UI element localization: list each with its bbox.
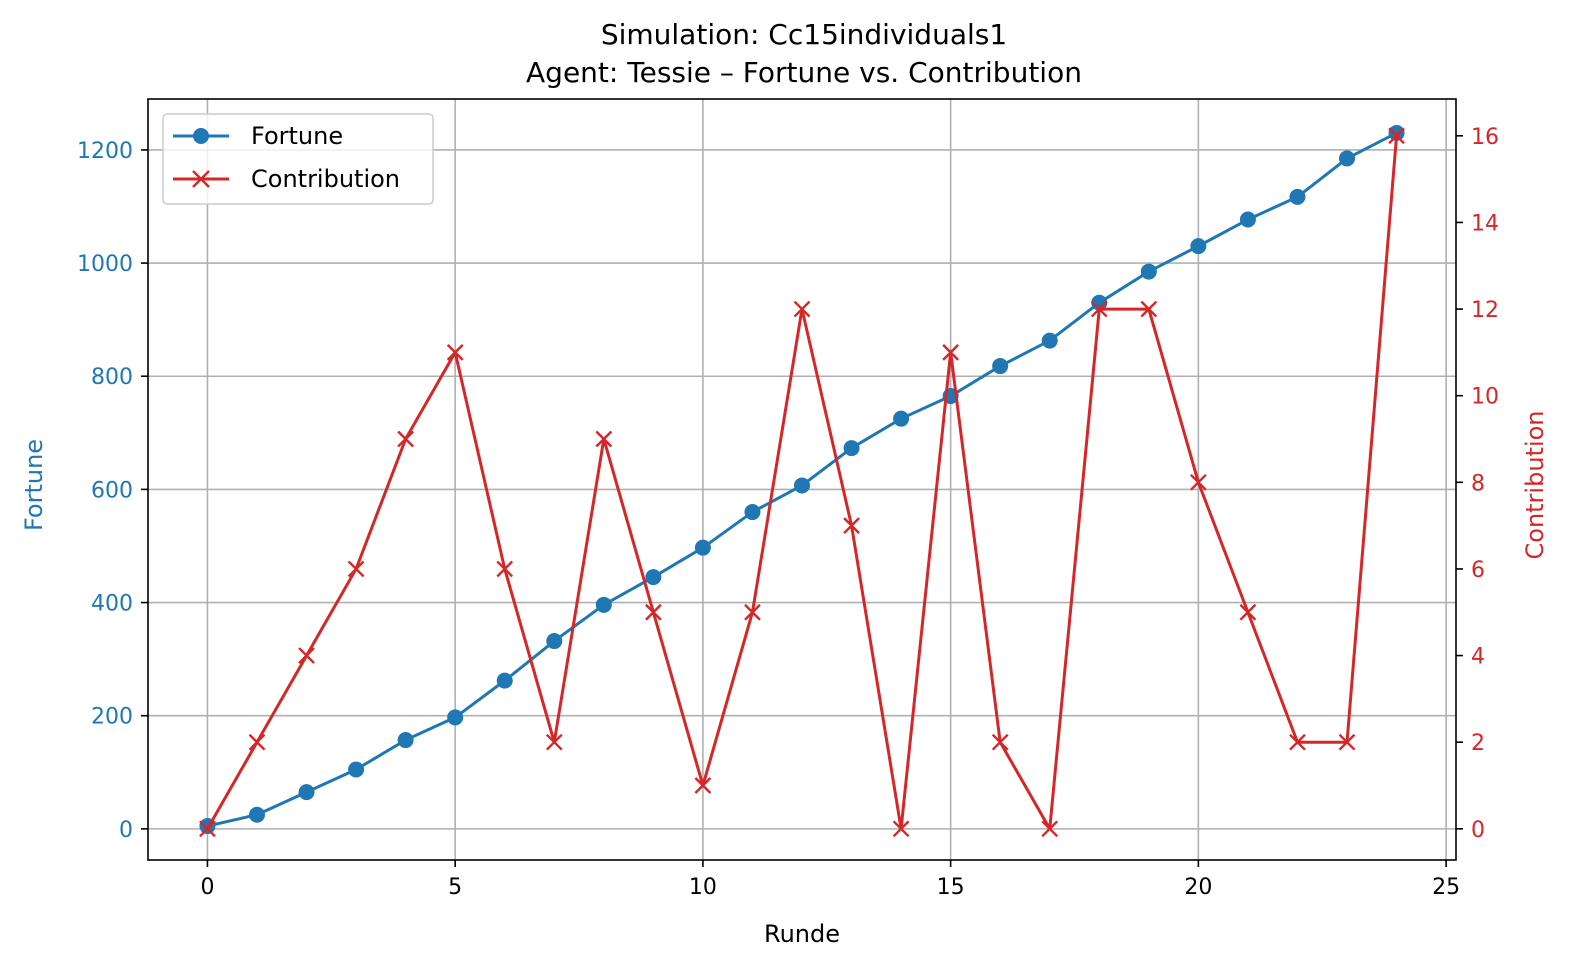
chart-title-line1: Simulation: Cc15individuals1 (601, 18, 1007, 51)
ticks: 0 5 10 15 20 25 0 200 400 600 800 1000 1200 0 2 4 6 8 10 12… (77, 125, 1499, 900)
fortune-point (744, 504, 761, 521)
contribution-point (744, 603, 761, 621)
y-right-tick-label: 4 (1471, 645, 1485, 670)
y-left-tick-label: 600 (91, 478, 133, 503)
contribution-point (942, 344, 959, 361)
y-right-tick-label: 6 (1471, 558, 1485, 583)
chart-title-line2: Agent: Tessie – Fortune vs. Contribution (526, 56, 1082, 89)
fortune-point (645, 569, 662, 586)
fortune-point (496, 672, 513, 689)
plot-frame (147, 98, 1457, 861)
contribution-point (991, 733, 1009, 751)
fortune-point (595, 596, 612, 613)
x-tick-label: 15 (937, 875, 965, 900)
contribution-point (793, 300, 811, 318)
fortune-point (794, 477, 810, 494)
fortune-point (447, 709, 464, 726)
x-axis-label: Runde (764, 920, 840, 948)
fortune-point (1190, 238, 1207, 255)
legend: Fortune Contribution (162, 113, 434, 205)
fortune-point (1339, 150, 1355, 167)
y-right-tick-label: 0 (1471, 818, 1485, 843)
contribution-point (199, 820, 216, 838)
legend-box (162, 113, 434, 205)
contribution-point (446, 344, 464, 361)
fortune-point (298, 784, 315, 801)
fortune-point (992, 358, 1009, 375)
fortune-point (1140, 263, 1157, 280)
contribution-point (545, 733, 563, 751)
fortune-point (397, 732, 414, 749)
contribution-point (1190, 473, 1207, 491)
fortune-point (893, 410, 910, 427)
fortune-point (348, 761, 365, 778)
contribution-point (892, 820, 910, 838)
y-right-tick-label: 2 (1471, 731, 1485, 756)
y-left-tick-label: 800 (91, 365, 133, 390)
contribution-point (595, 430, 613, 448)
fortune-point (1388, 124, 1405, 141)
y-right-tick-label: 14 (1471, 211, 1499, 236)
x-tick-label: 5 (448, 875, 462, 900)
y-right-tick-label: 10 (1471, 385, 1499, 410)
y-left-tick-label: 400 (91, 592, 133, 617)
x-tick-label: 0 (200, 875, 214, 900)
fortune-point (1239, 211, 1256, 228)
fortune-point (1041, 332, 1058, 349)
y-right-tick-label: 12 (1471, 298, 1499, 323)
contribution-point (298, 647, 315, 664)
contribution-point (1239, 603, 1257, 621)
legend-contribution-marker (192, 170, 210, 188)
contribution-point (1140, 300, 1158, 318)
fortune-point (249, 806, 265, 823)
contribution-point (1338, 733, 1356, 751)
contribution-point (694, 777, 712, 794)
x-tick-label: 10 (689, 875, 717, 900)
contribution-point (1388, 127, 1405, 145)
legend-fortune-marker (193, 128, 209, 144)
x-tick-label: 20 (1184, 875, 1212, 900)
fortune-point (843, 440, 860, 457)
fortune-point (1289, 188, 1306, 205)
legend-contribution-label: Contribution (251, 165, 400, 193)
legend-fortune-label: Fortune (251, 122, 343, 150)
contribution-point (397, 430, 414, 448)
fortune-point (546, 633, 563, 650)
contribution-point (1090, 300, 1108, 318)
contribution-point (248, 733, 266, 751)
series (199, 124, 1405, 838)
contribution-point (1041, 820, 1059, 838)
fortune-point (694, 539, 711, 556)
x-tick-label: 25 (1432, 875, 1460, 900)
y-right-tick-label: 16 (1471, 125, 1499, 150)
contribution-point (645, 603, 662, 621)
contribution-point (347, 560, 365, 578)
y-left-tick-label: 1000 (77, 252, 133, 277)
y-right-tick-label: 8 (1471, 471, 1485, 496)
y-left-tick-label: 0 (119, 818, 133, 843)
y-axis-right-label: Contribution (1521, 410, 1549, 559)
contribution-point (843, 517, 860, 534)
contribution-point (496, 560, 514, 578)
y-axis-left-label: Fortune (20, 439, 48, 531)
contribution-point (1289, 733, 1306, 751)
y-left-tick-label: 200 (91, 705, 133, 730)
y-left-tick-label: 1200 (77, 139, 133, 164)
